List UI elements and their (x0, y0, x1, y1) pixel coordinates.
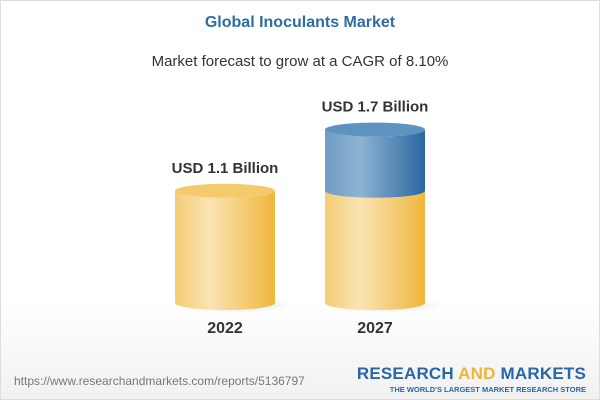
source-url[interactable]: https://www.researchandmarkets.com/repor… (14, 374, 305, 388)
chart-title: Global Inoculants Market (204, 14, 396, 31)
data-label: USD 1.1 Billion (172, 160, 279, 177)
bar-growth-2027 (325, 129, 425, 198)
bar-top-2022 (175, 183, 275, 198)
chart-subtitle: Market forecast to grow at a CAGR of 8.1… (151, 53, 449, 70)
logo-text-and: AND (458, 364, 496, 383)
category-label: 2027 (357, 320, 393, 337)
bar-top-2027 (325, 122, 425, 137)
logo-text: MARKETS (495, 364, 586, 383)
data-label: USD 1.7 Billion (322, 99, 429, 116)
bar-base-2027 (325, 190, 425, 310)
bar-2022 (175, 190, 275, 310)
logo-tagline: THE WORLD'S LARGEST MARKET RESEARCH STOR… (389, 385, 586, 394)
research-and-markets-logo: RESEARCH AND MARKETS THE WORLD'S LARGEST… (357, 364, 586, 394)
category-label: 2022 (207, 320, 243, 337)
logo-text: RESEARCH (356, 364, 459, 383)
chart-area: USD 1.1 Billion 2022 USD 1.7 Billion 2027 (172, 99, 445, 337)
